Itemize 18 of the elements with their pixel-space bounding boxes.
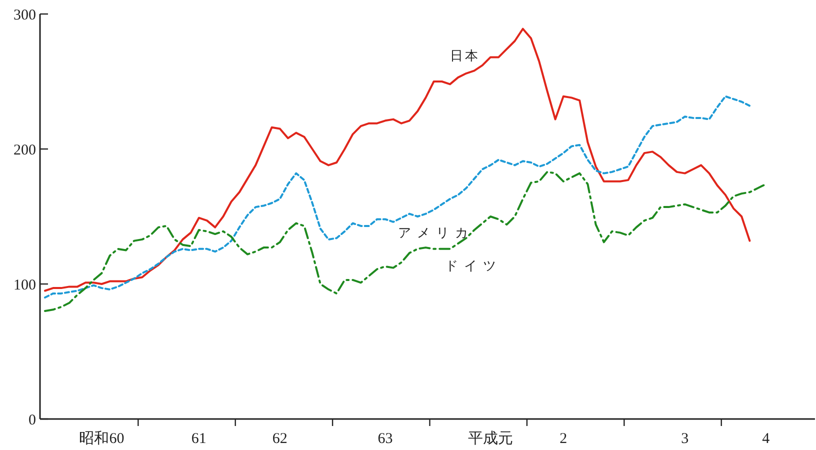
x-tick-label: 62	[272, 431, 288, 447]
x-tick-label: 3	[681, 431, 689, 447]
x-tick-label: 61	[191, 431, 206, 447]
y-tick-label: 200	[14, 142, 36, 158]
x-tick-label: 63	[378, 431, 393, 447]
x-tick-label: 4	[762, 431, 770, 447]
line-series	[44, 170, 767, 312]
line-series	[44, 95, 751, 298]
line-series	[44, 28, 751, 292]
y-tick-label: 0	[28, 412, 36, 428]
y-tick-label: 300	[14, 7, 36, 24]
series-label: ドイツ	[445, 259, 502, 274]
x-tick-label: 平成元	[468, 430, 513, 447]
x-tick-label: 昭和60	[79, 430, 124, 447]
series-label: 日本	[450, 49, 480, 64]
series-label: アメリカ	[398, 226, 474, 241]
x-tick-label: 2	[560, 431, 568, 447]
y-tick-label: 100	[14, 277, 36, 294]
